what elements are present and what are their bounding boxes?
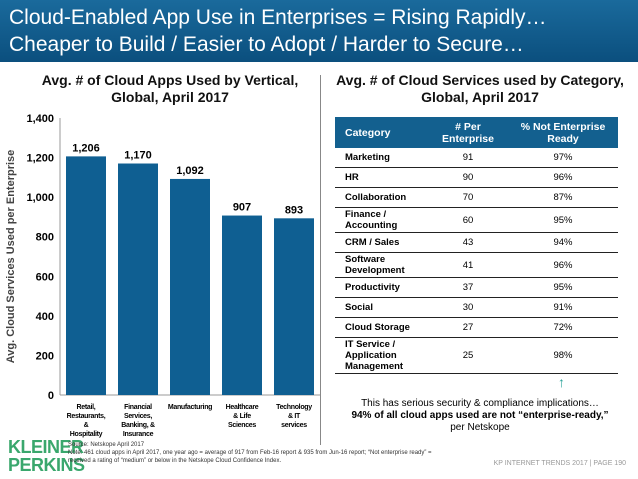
- x-tick-label: Healthcare & Life Sciences: [226, 404, 259, 429]
- table-row: CRM / Sales 43 94%: [335, 232, 618, 253]
- cell-category: Finance / Accounting: [335, 207, 428, 233]
- note-line-3: per Netskope: [450, 422, 510, 433]
- arrow-up-icon: ↑: [558, 374, 565, 390]
- cell-not-ready: 96%: [508, 252, 618, 278]
- table-title: Avg. # of Cloud Services used by Categor…: [336, 72, 624, 105]
- y-tick-label: 0: [48, 390, 54, 402]
- y-tick-label: 200: [36, 350, 54, 362]
- table-row: Finance / Accounting 60 95%: [335, 207, 618, 233]
- cell-not-ready: 87%: [508, 187, 618, 208]
- title-bar: Cloud-Enabled App Use in Enterprises = R…: [0, 0, 638, 62]
- y-tick-label: 1,200: [26, 153, 54, 165]
- cell-per-enterprise: 90: [428, 167, 508, 188]
- cell-category: Marketing: [335, 148, 428, 168]
- category-table: Category # Per Enterprise % Not Enterpri…: [335, 117, 618, 374]
- cell-category: Social: [335, 297, 428, 318]
- header-category: Category: [335, 117, 428, 148]
- x-tick-label: Manufacturing: [168, 404, 212, 411]
- note-line-2: 94% of all cloud apps used are not “ente…: [351, 410, 609, 421]
- note-line-1: This has serious security & compliance i…: [361, 398, 599, 409]
- x-tick-label: Technology & IT services: [276, 404, 312, 429]
- cell-not-ready: 98%: [508, 337, 618, 374]
- cell-category: Software Development: [335, 252, 428, 278]
- cell-not-ready: 72%: [508, 317, 618, 338]
- cell-not-ready: 95%: [508, 207, 618, 233]
- table-row: Social 30 91%: [335, 297, 618, 318]
- kleiner-perkins-logo: KLEINER PERKINS: [8, 437, 85, 475]
- header-not-ready: % Not Enterprise Ready: [508, 117, 618, 148]
- y-tick-label: 400: [36, 311, 54, 323]
- x-tick-label: Financial Services, Banking, & Insurance: [121, 404, 155, 438]
- cell-per-enterprise: 60: [428, 207, 508, 233]
- cell-category: HR: [335, 167, 428, 188]
- cell-category: Collaboration: [335, 187, 428, 208]
- x-tick-label: Retail, Restaurants, & Hospitality: [67, 404, 106, 438]
- cell-category: Productivity: [335, 277, 428, 298]
- title-line-2: Cheaper to Build / Easier to Adopt / Har…: [9, 33, 524, 56]
- bar: [170, 178, 210, 395]
- cell-not-ready: 95%: [508, 277, 618, 298]
- cell-per-enterprise: 43: [428, 232, 508, 253]
- title-line-1: Cloud-Enabled App Use in Enterprises = R…: [9, 6, 547, 29]
- page-number: KP INTERNET TRENDS 2017 | PAGE 190: [493, 460, 626, 467]
- y-tick-label: 1,000: [26, 192, 54, 204]
- footer-note-1: Note: 461 cloud apps in April 2017, one …: [68, 450, 432, 456]
- footer-note-2: received a rating of “medium” or below i…: [68, 458, 282, 464]
- cell-per-enterprise: 41: [428, 252, 508, 278]
- table-row: HR 90 96%: [335, 167, 618, 188]
- bar: [222, 215, 262, 395]
- bar-chart: 0 200 400 600 800 1,000 1,200 1,400 Avg. Cloud S…: [5, 113, 320, 438]
- table-row: IT Service / Application Management 25 98%: [335, 337, 618, 374]
- cell-category: CRM / Sales: [335, 232, 428, 253]
- bar-value-label: 907: [233, 202, 251, 214]
- cell-per-enterprise: 70: [428, 187, 508, 208]
- cell-per-enterprise: 37: [428, 277, 508, 298]
- y-tick-label: 600: [36, 271, 54, 283]
- table-row: Productivity 37 95%: [335, 277, 618, 298]
- cell-not-ready: 94%: [508, 232, 618, 253]
- bar: [66, 156, 106, 395]
- table-row: Marketing 91 97%: [335, 148, 618, 168]
- cell-per-enterprise: 27: [428, 317, 508, 338]
- bar-value-label: 1,170: [124, 150, 152, 162]
- bar: [274, 218, 314, 395]
- bar-value-label: 1,092: [176, 165, 204, 177]
- cell-not-ready: 96%: [508, 167, 618, 188]
- bar: [118, 163, 158, 395]
- cell-per-enterprise: 30: [428, 297, 508, 318]
- cell-per-enterprise: 91: [428, 148, 508, 168]
- note: This has serious security & compliance i…: [322, 398, 638, 434]
- y-tick-label: 1,400: [26, 113, 54, 125]
- footer-source: Source: Netskope April 2017: [68, 442, 145, 448]
- cell-category: IT Service / Application Management: [335, 337, 428, 374]
- table-row: Collaboration 70 87%: [335, 187, 618, 208]
- cell-per-enterprise: 25: [428, 337, 508, 374]
- table-row: Cloud Storage 27 72%: [335, 317, 618, 338]
- divider: [320, 75, 321, 445]
- bar-value-label: 1,206: [72, 142, 100, 154]
- cell-not-ready: 97%: [508, 148, 618, 168]
- y-axis-label: Avg. Cloud Services Used per Enterprise: [5, 150, 17, 364]
- table-row: Software Development 41 96%: [335, 252, 618, 278]
- cell-category: Cloud Storage: [335, 317, 428, 338]
- bar-value-label: 893: [285, 204, 303, 216]
- header-per-enterprise: # Per Enterprise: [428, 117, 508, 148]
- y-tick-label: 800: [36, 232, 54, 244]
- cell-not-ready: 91%: [508, 297, 618, 318]
- chart-title: Avg. # of Cloud Apps Used by Vertical, G…: [41, 72, 299, 105]
